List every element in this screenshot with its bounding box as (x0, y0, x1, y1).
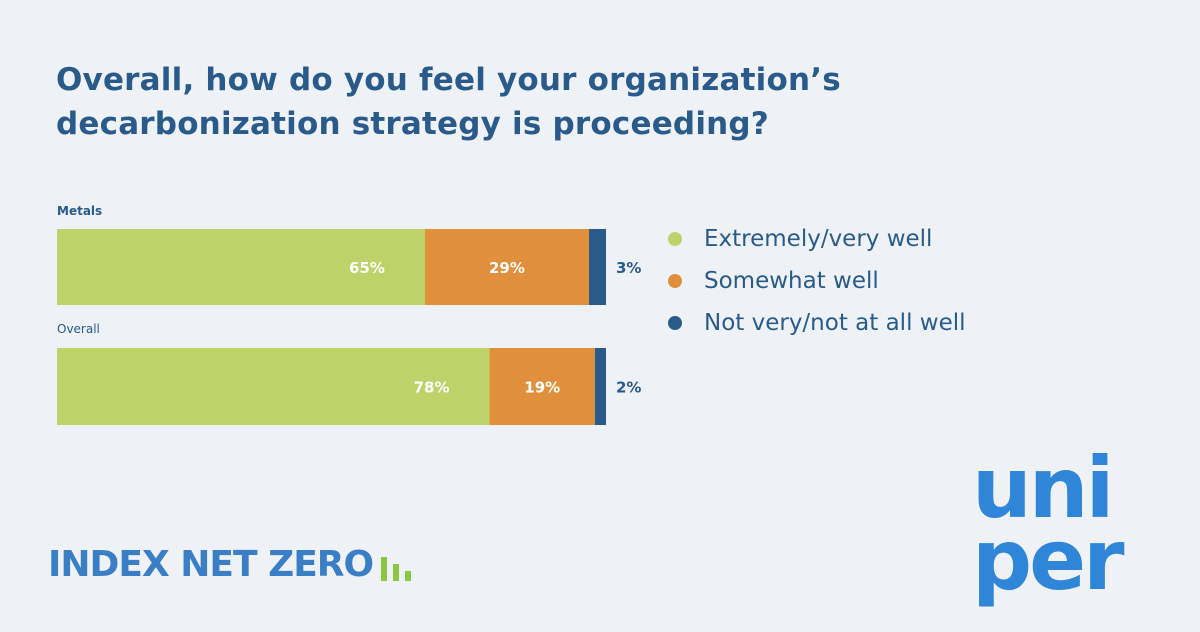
bar-segment (489, 348, 595, 425)
uniper-logo-line-1: uni (972, 439, 1114, 537)
index-net-zero-wordmark: INDEX NET ZERO (48, 544, 374, 585)
category-label-overall: Overall (57, 322, 100, 336)
legend-item-not-well: Not very/not at all well (668, 302, 966, 344)
legend-label: Not very/not at all well (704, 310, 966, 336)
index-net-zero-bars-icon (381, 557, 417, 581)
value-label: 29% (489, 259, 525, 277)
bar-segment (424, 229, 590, 305)
legend-item-somewhat-well: Somewhat well (668, 260, 966, 302)
chart-title: Overall, how do you feel your organizati… (56, 62, 841, 142)
legend: Extremely/very well Somewhat well Not ve… (668, 218, 966, 344)
bar-segment (594, 348, 606, 425)
value-label: 2% (616, 379, 641, 397)
bar-segment (589, 229, 606, 305)
legend-swatch (668, 274, 682, 288)
value-label: 65% (349, 259, 385, 277)
legend-swatch (668, 316, 682, 330)
value-label: 3% (616, 259, 641, 277)
bar-segment (57, 229, 425, 305)
legend-swatch (668, 232, 682, 246)
bar-segment (57, 348, 490, 425)
category-label-metals: Metals (57, 204, 102, 218)
legend-label: Somewhat well (704, 268, 879, 294)
index-net-zero-logo: INDEX NET ZERO (48, 545, 417, 585)
uniper-logo-line-2: per (972, 511, 1125, 609)
value-label: 78% (414, 379, 450, 397)
value-label: 19% (524, 379, 560, 397)
uniper-logo: uni per (972, 439, 1162, 609)
legend-label: Extremely/very well (704, 226, 933, 252)
legend-item-extremely-very-well: Extremely/very well (668, 218, 966, 260)
